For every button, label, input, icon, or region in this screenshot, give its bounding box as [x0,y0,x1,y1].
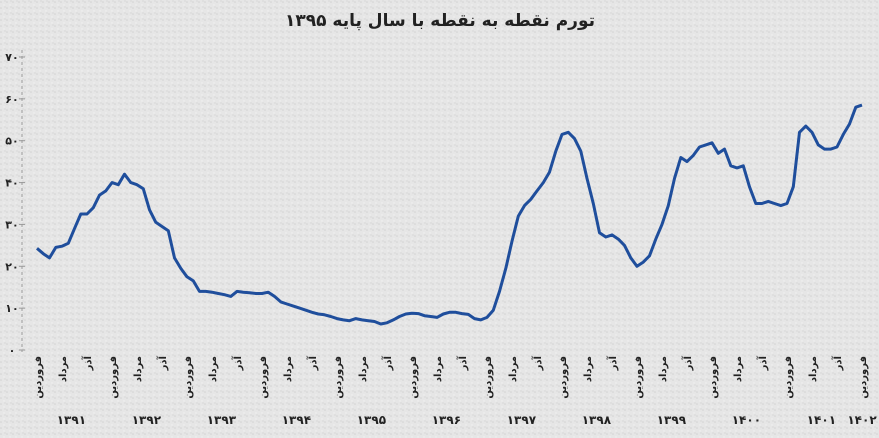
x-tick-label: فروردین [633,356,644,399]
x-tick-label: مرداد [133,356,144,382]
x-tick-label: آذر [306,355,319,371]
x-tick-label: آذر [681,355,694,371]
y-tick-label: ۴۰ [5,177,18,190]
y-tick-label: ۰ [9,344,16,357]
year-label: ۱۳۹۲ [132,413,162,427]
year-label: ۱۳۹۱ [57,413,86,427]
x-tick-label: مرداد [658,356,669,382]
x-tick-label: آذر [81,355,94,371]
x-tick-label: آذر [756,355,769,371]
x-tick-label: فروردین [183,356,194,399]
x-tick-label: فروردین [33,356,44,399]
x-tick-label: مرداد [58,356,69,382]
year-label: ۱۴۰۱ [807,413,836,427]
x-tick-label: مرداد [283,356,294,382]
x-tick-label: مرداد [583,356,594,382]
y-tick-label: ۵۰ [5,135,18,148]
year-label: ۱۳۹۷ [507,413,537,427]
year-label: ۱۳۹۶ [432,413,461,427]
year-label: ۱۳۹۹ [657,413,687,427]
x-tick-label: مرداد [733,356,744,382]
x-tick-label: فروردین [408,356,419,399]
y-tick-label: ۱۰ [5,302,18,315]
y-tick-label: ۶۰ [5,93,18,106]
data-line [36,103,863,326]
x-tick-label: مرداد [358,356,369,382]
x-tick-label: فروردین [258,356,269,399]
x-tick-label: فروردین [783,356,794,399]
x-tick-label: آذر [831,355,844,371]
x-tick-label: فروردین [333,356,344,399]
year-label: ۱۴۰۰ [732,413,761,427]
x-tick-label: مرداد [208,356,219,382]
x-tick-label: فروردین [708,356,719,399]
x-tick-label: آذر [156,355,169,371]
x-tick-label: فروردین [858,356,869,399]
x-tick-label: آذر [456,355,469,371]
year-label: ۱۳۹۳ [207,413,237,427]
year-label: ۱۳۹۸ [582,413,612,427]
x-tick-label: آذر [531,355,544,371]
y-tick-label: ۷۰ [5,51,18,64]
x-tick-label: مرداد [808,356,819,382]
year-label: ۱۳۹۴ [282,413,311,427]
y-tick-label: ۲۰ [5,260,18,273]
x-tick-label: آذر [606,355,619,371]
year-label: ۱۴۰۲ [847,413,877,427]
x-tick-label: مرداد [508,356,519,382]
x-tick-label: فروردین [483,356,494,399]
x-tick-label: آذر [381,355,394,371]
x-tick-label: مرداد [433,356,444,382]
x-tick-label: فروردین [558,356,569,399]
y-tick-label: ۳۰ [5,218,18,231]
chart-title: تورم نقطه به نقطه با سال پایه ۱۳۹۵ [285,11,595,31]
year-label: ۱۳۹۵ [357,413,386,427]
x-tick-label: فروردین [108,356,119,399]
x-tick-label: آذر [231,355,244,371]
